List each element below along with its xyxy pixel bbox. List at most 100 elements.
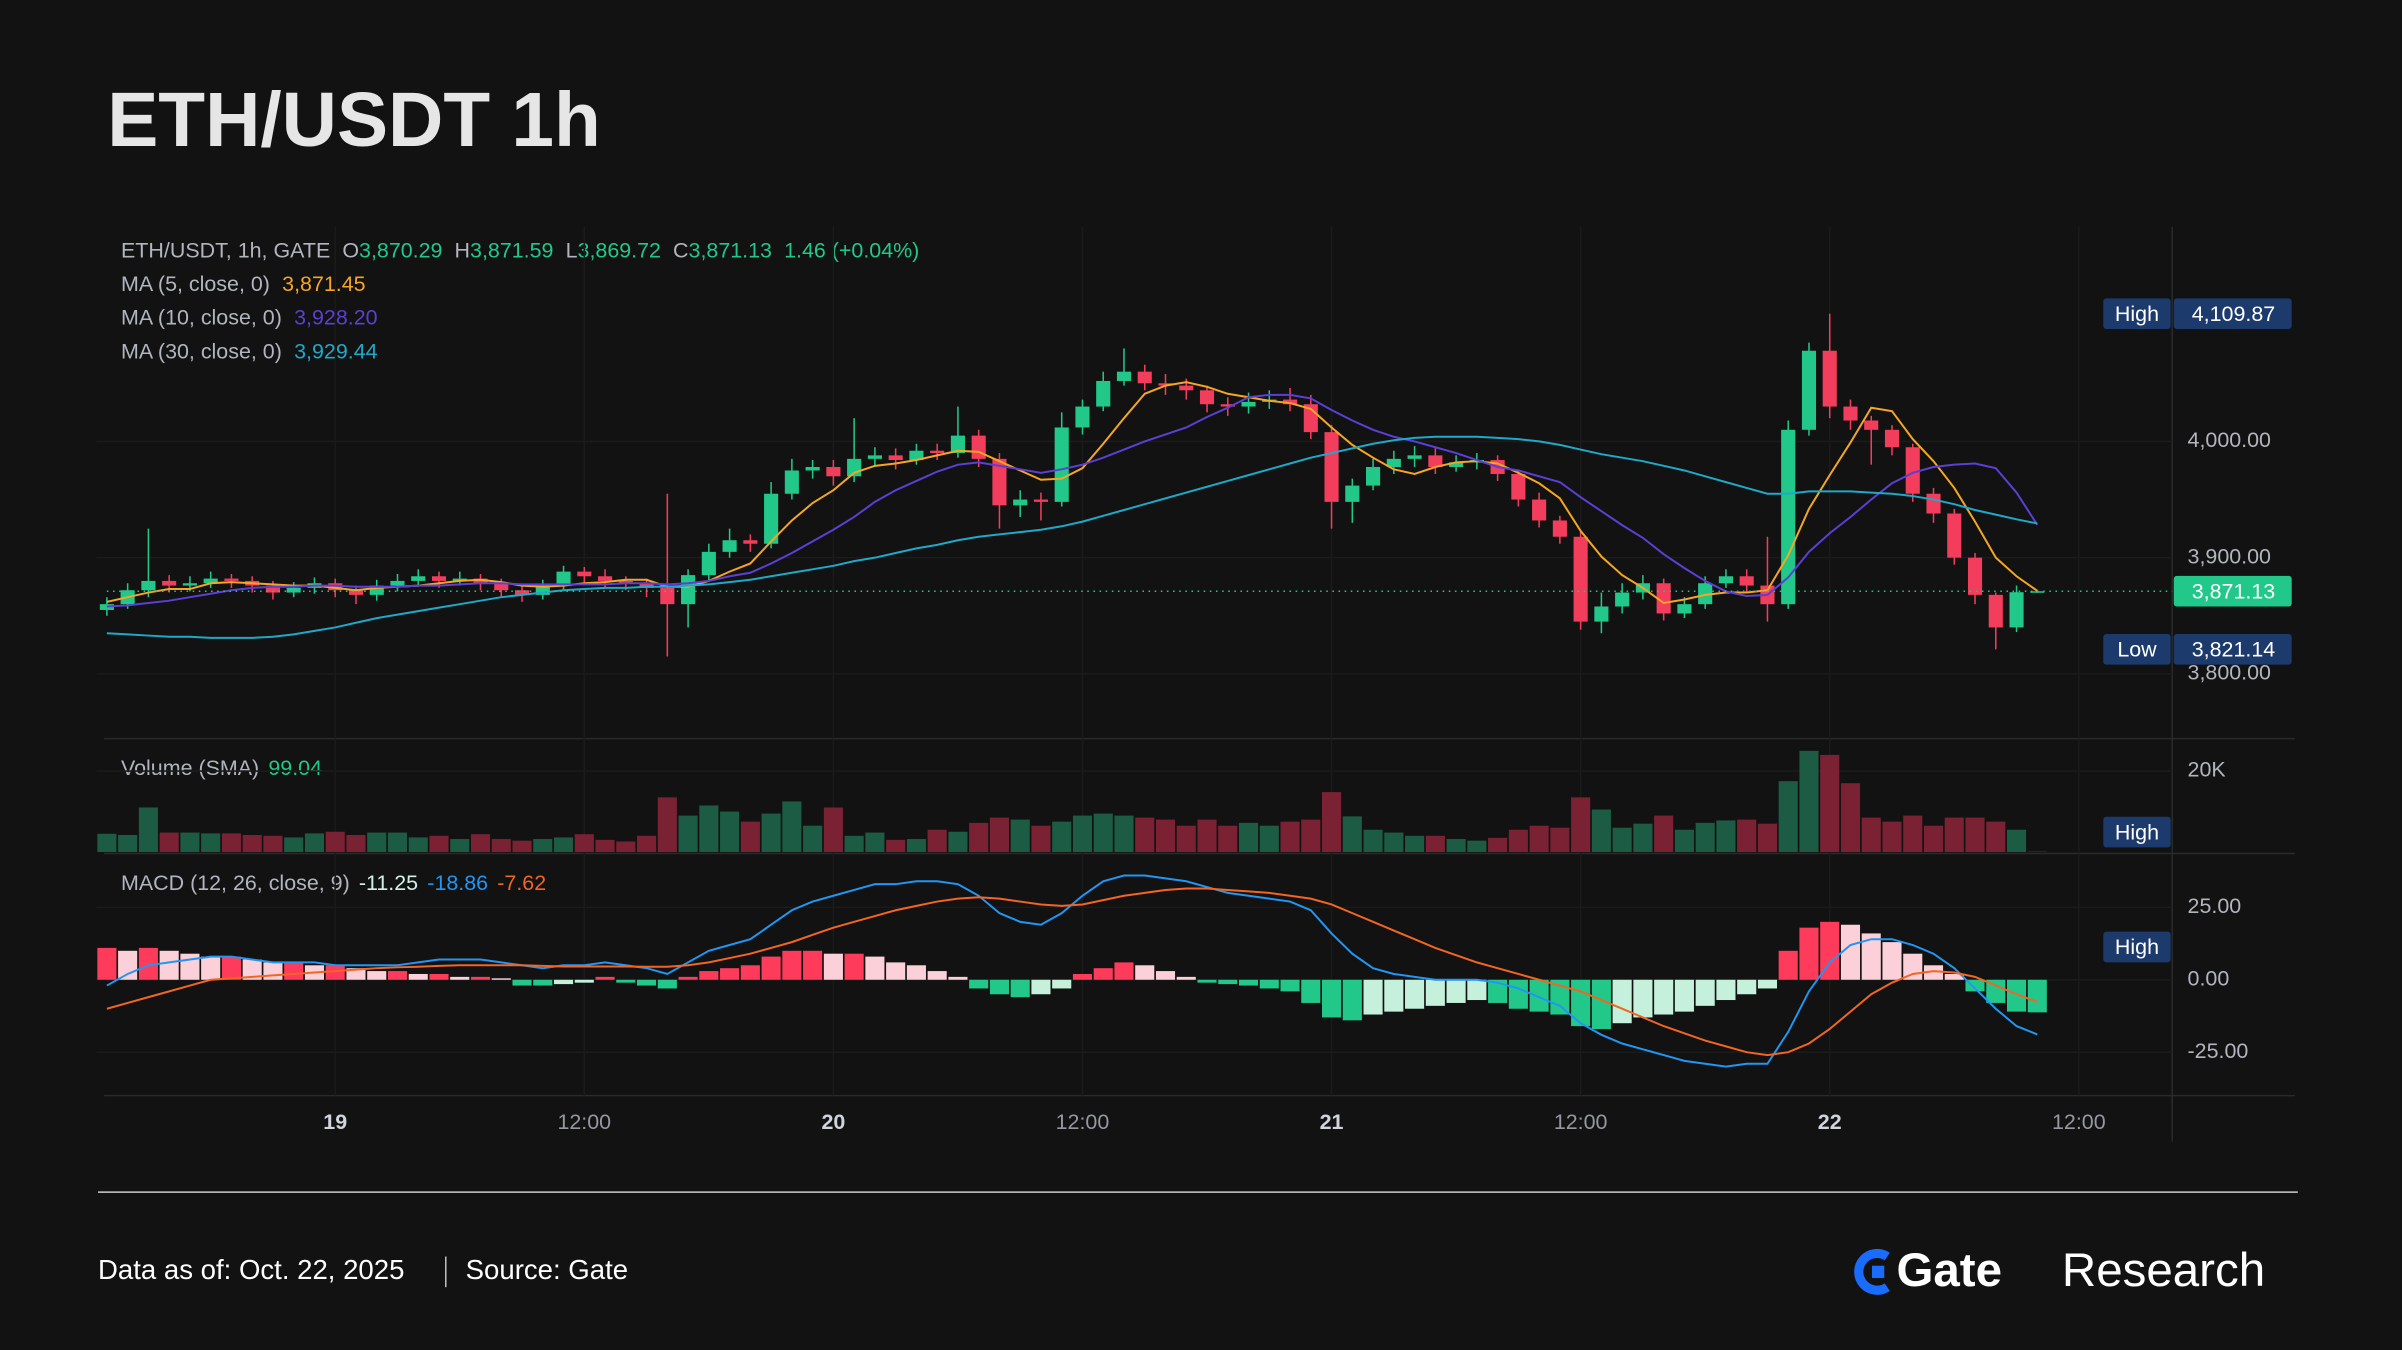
histogram-bar (408, 973, 428, 980)
y-tick-label: 4,000.00 (2188, 428, 2272, 452)
volume-bar (1944, 817, 1964, 852)
brand-suffix: Research (2062, 1244, 2265, 1297)
volume-bar (906, 839, 926, 852)
candle-body (203, 578, 218, 584)
candle-body (369, 585, 384, 595)
volume-bar (678, 815, 698, 852)
histogram-bar (284, 962, 304, 980)
volume-bar (1114, 815, 1134, 852)
volume-bar (1986, 821, 2006, 852)
histogram-bar (1633, 979, 1653, 1018)
y-tick-label: 25.00 (2188, 894, 2242, 918)
volume-bar (1301, 819, 1321, 852)
histogram-bar (367, 971, 387, 980)
histogram-bar (553, 979, 574, 985)
histogram-bar (1010, 979, 1030, 998)
volume-bar (1342, 816, 1362, 852)
open-value: 3,870.29 (359, 238, 442, 262)
volume-bar (221, 833, 241, 852)
macd-line (106, 887, 2038, 1057)
signal-value: -7.62 (497, 871, 546, 895)
volume-bar (1737, 819, 1757, 852)
candle-body (1677, 604, 1692, 614)
volume-bar (1529, 825, 1549, 852)
volume-bar (1778, 781, 1798, 852)
macd-value: -18.86 (427, 871, 488, 895)
candle-body (1801, 350, 1817, 430)
histogram-bar (1778, 950, 1798, 980)
candle-body (1220, 404, 1235, 407)
histogram-bar (906, 965, 926, 980)
histogram-bar (1093, 968, 1113, 980)
histogram-bar (1882, 942, 1902, 980)
volume-bar (304, 833, 325, 852)
volume-bar (553, 837, 574, 852)
candle-body (348, 590, 364, 595)
histogram-bar (1550, 979, 1570, 1015)
ma-legend: MA (10, close, 0) 3,928.20 (121, 305, 378, 329)
x-tick-label: 22 (1818, 1110, 1842, 1134)
volume-bar (1633, 823, 1653, 852)
volume-bar (1716, 820, 1736, 852)
candle-body (514, 590, 530, 595)
y-tick-label: 0.00 (2188, 966, 2230, 990)
candle-body (1282, 399, 1298, 405)
candle-body (182, 583, 197, 586)
histogram-bar (1820, 921, 1840, 980)
candle-body (1843, 406, 1858, 421)
volume-bar (2006, 829, 2027, 852)
price-tag-box (2173, 298, 2292, 330)
candle-body (390, 580, 405, 586)
moving-average-line (106, 393, 2039, 608)
histogram-bar (1508, 979, 1528, 1009)
volume-bar (429, 835, 449, 852)
volume-bar (886, 839, 906, 852)
change-value: 1.46 (+0.04%) (784, 238, 919, 262)
histogram-bar (263, 962, 283, 980)
histogram-bar (1799, 927, 1819, 980)
candle-body (1926, 493, 1941, 514)
volume-bar (1155, 819, 1176, 852)
price-tag-name-box (2103, 931, 2171, 963)
volume-bar (1052, 821, 1072, 852)
candle-body (1366, 466, 1381, 486)
page-title: ETH/USDT 1h (107, 78, 601, 163)
histogram-bar (720, 968, 740, 980)
volume-bar (1820, 754, 1840, 852)
candle-body (1967, 557, 1983, 595)
histogram-bar (740, 965, 760, 980)
histogram-bar (491, 978, 511, 980)
histogram-bar (1301, 979, 1321, 1003)
candle-body (826, 466, 841, 477)
candle-body (1532, 499, 1547, 521)
x-tick-label: 12:00 (2052, 1110, 2106, 1134)
volume-bar (1799, 750, 1819, 852)
volume-bar (1446, 839, 1466, 852)
volume-bar (284, 837, 304, 852)
price-tag-box (2173, 634, 2292, 665)
price-tag-value: 3,821.14 (2192, 638, 2276, 662)
volume-bar (1031, 825, 1051, 852)
x-tick-label: 12:00 (1056, 1110, 1110, 1134)
candle-body (431, 576, 447, 581)
histogram-bar (201, 956, 221, 980)
candle-body (1739, 576, 1754, 586)
histogram-bar (1612, 979, 1632, 1024)
price-tag-name-box (2103, 298, 2171, 330)
histogram-bar (969, 979, 989, 989)
volume-bar (1550, 827, 1570, 852)
histogram-bar (221, 956, 241, 980)
histogram-bar (97, 947, 117, 980)
x-tick-label: 19 (323, 1110, 347, 1134)
price-tag-name: High (2115, 302, 2159, 326)
candle-body (1905, 447, 1920, 494)
volume-bar (1882, 821, 1902, 852)
y-tick-label: 20K (2188, 758, 2227, 782)
histogram-bar (387, 971, 408, 980)
volume-bar (1322, 792, 1342, 852)
histogram-bar (1197, 979, 1217, 983)
volume-bar (844, 835, 864, 852)
price-tag-value: 3,871.13 (2192, 579, 2275, 603)
